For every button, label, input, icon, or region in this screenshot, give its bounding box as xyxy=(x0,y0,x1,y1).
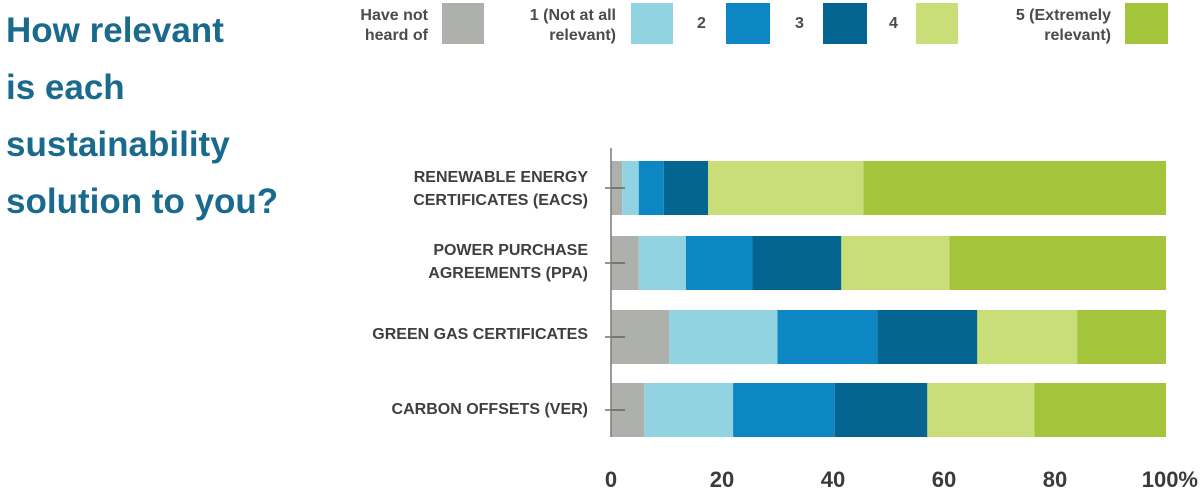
category-label-carbon-offsets: CARBON OFFSETS (VER) xyxy=(391,401,588,418)
legend-label-4: 4 xyxy=(889,15,898,32)
legend-swatch-2 xyxy=(726,3,770,44)
legend-label-2: 2 xyxy=(697,15,706,32)
bar-segment-eacs-s3 xyxy=(663,161,709,215)
bar-segment-green-gas-s1 xyxy=(669,310,778,364)
legend-label-1: 1 (Not at all relevant) xyxy=(529,7,616,44)
chart-title: How relevant is each sustainability solu… xyxy=(6,2,306,230)
category-label-ppa: POWER PURCHASE AGREEMENTS (PPA) xyxy=(428,242,588,282)
title-line: sustainability xyxy=(6,125,230,164)
bar-segment-carbon-offsets-s2 xyxy=(733,383,835,437)
legend-swatch-1 xyxy=(631,3,673,44)
bars-group xyxy=(605,161,1166,437)
title-line: is each xyxy=(6,68,125,107)
x-tick-label: 40 xyxy=(821,467,845,492)
bar-segment-carbon-offsets-s3 xyxy=(834,383,928,437)
bar-segment-ppa-s3 xyxy=(752,236,842,290)
bar-segment-ppa-s2 xyxy=(685,236,753,290)
category-label-eacs: RENEWABLE ENERGY CERTIFICATES (EACS) xyxy=(413,169,588,209)
bar-segment-green-gas-s2 xyxy=(777,310,878,364)
legend-label-have-not-heard: Have not heard of xyxy=(360,7,428,44)
bar-segment-green-gas-s4 xyxy=(977,310,1078,364)
x-tick-label: 80 xyxy=(1043,467,1067,492)
bar-segment-eacs-s1 xyxy=(622,161,639,215)
legend-swatch-4 xyxy=(916,3,958,44)
bar-segment-green-gas-s5 xyxy=(1077,310,1166,364)
x-axis-ticks: 0 20 40 60 80 100% xyxy=(605,467,1198,492)
bar-segment-eacs-s2 xyxy=(638,161,664,215)
category-label-green-gas: GREEN GAS CERTIFICATES xyxy=(372,326,588,343)
x-tick-label: 60 xyxy=(932,467,956,492)
legend-swatch-3 xyxy=(823,3,867,44)
bar-segment-green-gas-s3 xyxy=(877,310,978,364)
x-tick-label: 0 xyxy=(605,467,617,492)
bar-segment-ppa-s4 xyxy=(841,236,950,290)
title-line: solution to you? xyxy=(6,182,279,221)
x-tick-label: 20 xyxy=(710,467,734,492)
bar-segment-ppa-s1 xyxy=(638,236,686,290)
legend-label-5: 5 (Extremely relevant) xyxy=(1015,7,1111,44)
bar-segment-carbon-offsets-s1 xyxy=(644,383,734,437)
bar-segment-eacs-s4 xyxy=(708,161,864,215)
title-line: How relevant xyxy=(6,11,224,50)
legend-swatch-5 xyxy=(1125,3,1168,44)
bar-segment-ppa-s5 xyxy=(949,236,1166,290)
legend-label-3: 3 xyxy=(795,15,804,32)
bar-segment-eacs-s5 xyxy=(863,161,1166,215)
bar-segment-carbon-offsets-s5 xyxy=(1034,383,1166,437)
bar-segment-carbon-offsets-s4 xyxy=(927,383,1035,437)
legend-swatch-have-not-heard xyxy=(442,3,484,44)
x-tick-label: 100% xyxy=(1142,467,1198,492)
